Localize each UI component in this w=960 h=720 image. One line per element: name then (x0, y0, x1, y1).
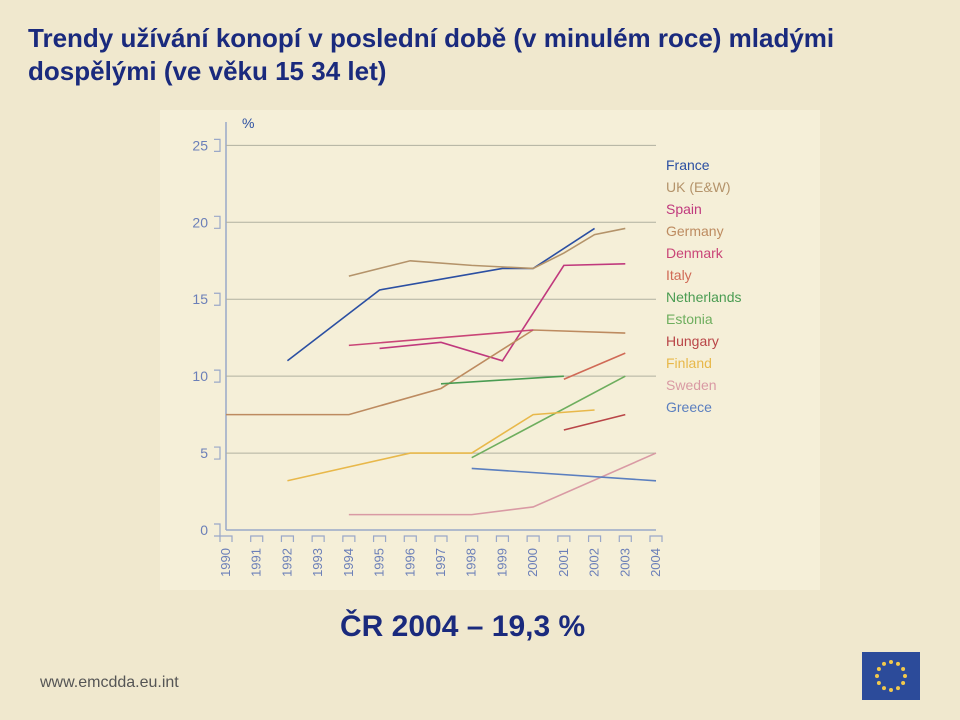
svg-text:1991: 1991 (249, 548, 264, 577)
svg-text:5: 5 (200, 445, 208, 461)
svg-text:2003: 2003 (617, 548, 632, 577)
svg-text:1994: 1994 (341, 548, 356, 577)
slide-title: Trendy užívání konopí v poslední době (v… (28, 22, 928, 87)
eu-flag-icon (862, 652, 920, 700)
slide-root: Trendy užívání konopí v poslední době (v… (0, 0, 960, 720)
svg-text:1999: 1999 (494, 548, 509, 577)
svg-text:1990: 1990 (218, 548, 233, 577)
svg-text:Italy: Italy (666, 267, 692, 283)
svg-text:Denmark: Denmark (666, 245, 724, 261)
svg-text:France: France (666, 157, 710, 173)
svg-text:25: 25 (192, 137, 208, 153)
svg-text:2002: 2002 (587, 548, 602, 577)
svg-text:Hungary: Hungary (666, 333, 719, 349)
svg-text:1995: 1995 (372, 548, 387, 577)
svg-text:0: 0 (200, 522, 208, 538)
svg-text:2000: 2000 (525, 548, 540, 577)
svg-text:1997: 1997 (433, 548, 448, 577)
bottom-stat: ČR 2004 – 19,3 % (340, 610, 585, 644)
svg-text:10: 10 (192, 368, 208, 384)
svg-text:1998: 1998 (464, 548, 479, 577)
footer-url: www.emcdda.eu.int (40, 674, 179, 692)
svg-text:1992: 1992 (279, 548, 294, 577)
svg-text:Germany: Germany (666, 223, 724, 239)
svg-text:15: 15 (192, 291, 208, 307)
svg-text:2004: 2004 (648, 548, 663, 577)
svg-text:1996: 1996 (402, 548, 417, 577)
chart-container: % 0 5 10 15 20 25 1990 1991 1992 1993 1994 1995 1996 1… (160, 110, 820, 590)
svg-text:%: % (242, 115, 254, 131)
svg-text:1993: 1993 (310, 548, 325, 577)
svg-text:Spain: Spain (666, 201, 702, 217)
svg-text:Greece: Greece (666, 399, 712, 415)
svg-text:Netherlands: Netherlands (666, 289, 742, 305)
svg-text:Estonia: Estonia (666, 311, 713, 327)
svg-text:UK (E&W): UK (E&W) (666, 179, 731, 195)
svg-text:2001: 2001 (556, 548, 571, 577)
emcdda-logo (862, 652, 920, 700)
line-chart: % 0 5 10 15 20 25 1990 1991 1992 1993 1994 1995 1996 1… (160, 110, 820, 590)
svg-text:Sweden: Sweden (666, 377, 717, 393)
svg-text:Finland: Finland (666, 355, 712, 371)
svg-text:20: 20 (192, 214, 208, 230)
